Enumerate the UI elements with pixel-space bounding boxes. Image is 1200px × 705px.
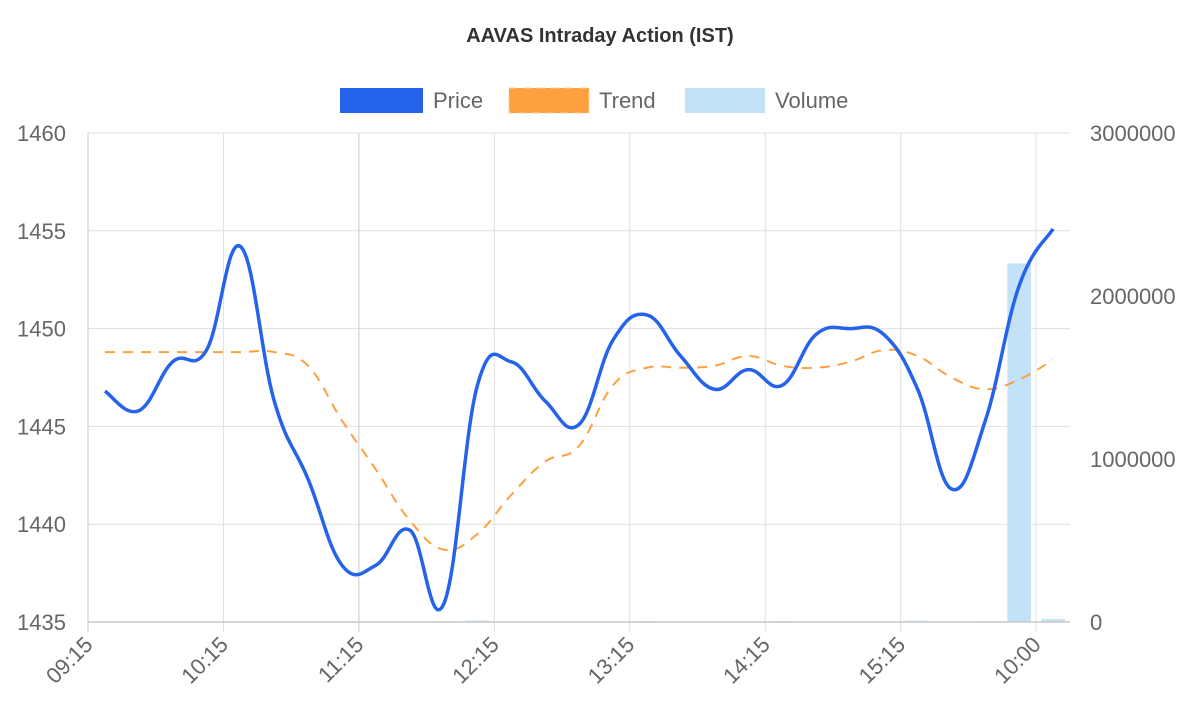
chart-title: AAVAS Intraday Action (IST) <box>466 25 733 47</box>
legend-swatch-trend <box>508 87 590 114</box>
volume-bar <box>1007 263 1032 622</box>
x-tick-label: 13:15 <box>583 632 640 689</box>
y-left-tick-label: 1435 <box>17 610 66 635</box>
y-left-tick-label: 1460 <box>17 121 66 146</box>
y-right-tick-label: 1000000 <box>1090 447 1176 472</box>
y-right-tick-label: 0 <box>1090 610 1102 635</box>
x-tick-label: 12:15 <box>447 632 504 689</box>
series-lines <box>103 227 1055 612</box>
legend-swatch-volume <box>685 88 765 113</box>
y-left-tick-label: 1450 <box>17 317 66 342</box>
legend-label-trend: Trend <box>599 88 656 113</box>
price-line <box>103 227 1055 612</box>
y-left-tick-label: 1445 <box>17 414 66 439</box>
legend-label-volume: Volume <box>775 88 848 113</box>
y-right-tick-label: 3000000 <box>1090 121 1176 146</box>
x-tick-label: 14:15 <box>718 632 775 689</box>
legend-label-price: Price <box>433 88 483 113</box>
x-tick-label: 10:00 <box>989 632 1046 689</box>
x-tick-label: 09:15 <box>41 632 98 689</box>
axes: 1435 1440 1445 1450 1455 1460 0 1000000 2000000 3… <box>17 121 1176 688</box>
legend-swatch-price <box>340 88 423 113</box>
legend: Price Trend Volume <box>340 87 848 114</box>
x-tick-label: 15:15 <box>854 632 911 689</box>
x-tick-label: 11:15 <box>313 632 368 687</box>
trend-line <box>104 348 1054 552</box>
y-left-tick-label: 1455 <box>17 219 66 244</box>
x-tick-label: 10:15 <box>176 632 233 689</box>
y-right-tick-label: 2000000 <box>1090 284 1176 309</box>
volume-bars <box>93 263 1065 623</box>
volume-bar <box>1041 619 1065 622</box>
y-left-tick-label: 1440 <box>17 512 66 537</box>
grid <box>87 132 1070 632</box>
